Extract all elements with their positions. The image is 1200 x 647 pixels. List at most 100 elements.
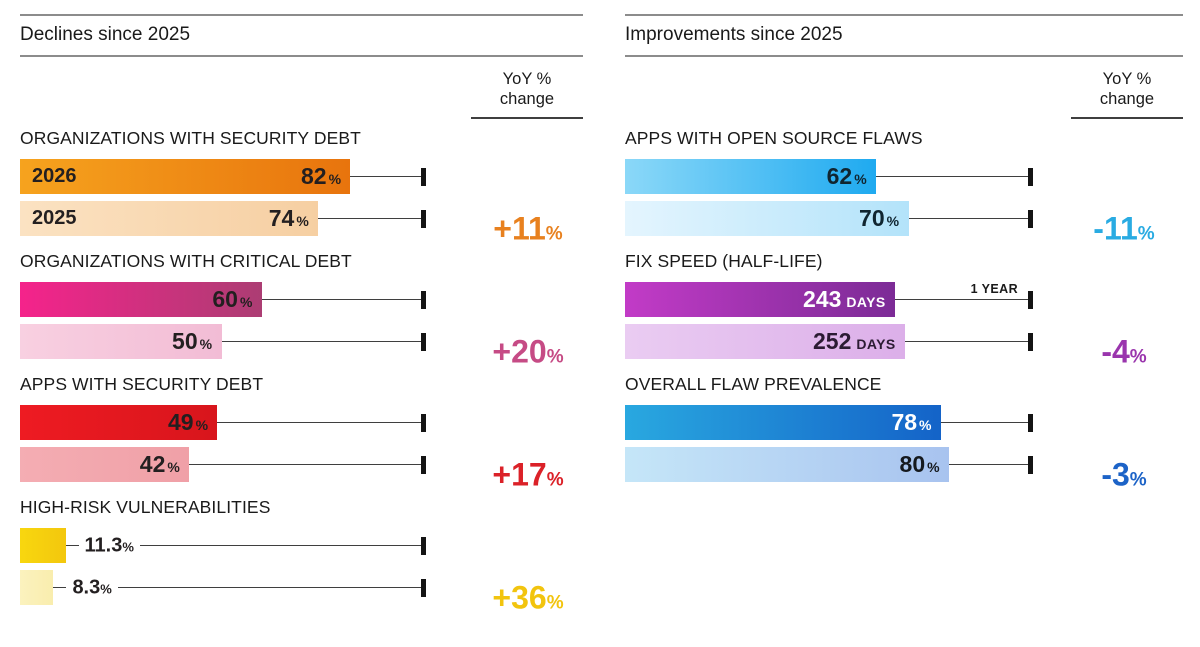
- scale-end-tick-icon: [1028, 167, 1033, 186]
- bar: 2026 82%: [20, 159, 351, 194]
- bar-value-label: 70%: [859, 205, 899, 232]
- yoy-change-value: +11: [493, 210, 546, 247]
- panel-improvements: Improvements since 2025 YoY % change APP…: [625, 14, 1183, 496]
- bar-value-label: 62%: [827, 163, 867, 190]
- bar-value-label: 78%: [891, 409, 931, 436]
- bar-value-unit: %: [927, 459, 940, 475]
- metric-group-title: HIGH-RISK VULNERABILITIES: [20, 497, 271, 517]
- bar-value-unit: DAYS: [846, 294, 886, 310]
- bar-rows: 11.3% 8.3%: [20, 528, 583, 605]
- bar: [20, 570, 54, 605]
- bar-value-number: 49: [168, 409, 194, 435]
- bar-value-number: 243: [803, 286, 842, 312]
- scale-end-tick-icon: [1028, 332, 1033, 351]
- metric-group: OVERALL FLAW PREVALENCE 78% 80%: [625, 373, 1183, 493]
- bar-value-unit: %: [167, 459, 181, 475]
- divider: [20, 55, 583, 57]
- group-list: APPS WITH OPEN SOURCE FLAWS 62% 70%: [625, 127, 1184, 493]
- yoy-change-unit: %: [545, 223, 563, 245]
- bar-row: 78%: [625, 405, 1183, 440]
- scale-end-tick-icon: [1028, 290, 1033, 309]
- bar-value-unit: %: [195, 417, 209, 433]
- bar: 60%: [20, 282, 262, 317]
- scale-line: [20, 340, 423, 342]
- bar-value-number: 8.3: [72, 576, 101, 598]
- bar-rows: 49% 42%: [20, 405, 583, 482]
- yoy-change-value: +17: [492, 456, 547, 493]
- bar-value-label: 50%: [172, 328, 212, 355]
- bar-value-label: 42%: [140, 451, 180, 478]
- bar-row: 8.3%: [20, 570, 583, 605]
- bar-row: 49%: [20, 405, 583, 440]
- bar: 78%: [625, 405, 941, 440]
- bar-value-unit: %: [199, 336, 213, 352]
- bar-value-label: 60%: [212, 286, 252, 313]
- bar: [20, 528, 66, 563]
- yoy-change-value: +20: [492, 333, 547, 370]
- metric-group: APPS WITH OPEN SOURCE FLAWS 62% 70%: [625, 127, 1183, 247]
- yoy-change-unit: %: [546, 346, 564, 368]
- yoy-change-unit: %: [546, 592, 564, 614]
- bar-year-label: 2026: [32, 165, 77, 187]
- yoy-change-label: -3%: [1064, 457, 1184, 494]
- yoy-change-unit: %: [1129, 469, 1147, 491]
- scale-end-tick-icon: [421, 167, 426, 186]
- bar-value-number: 74: [268, 205, 295, 231]
- panel-title: Improvements since 2025: [625, 24, 843, 45]
- bar-value-label: 82%: [301, 163, 341, 190]
- bar-value-unit: %: [239, 294, 253, 310]
- bar-value-unit: %: [886, 213, 900, 229]
- panel-declines: Declines since 2025 YoY % change ORGANIZ…: [20, 14, 583, 619]
- bar: 62%: [625, 159, 877, 194]
- metric-group-title: ORGANIZATIONS WITH CRITICAL DEBT: [20, 251, 352, 271]
- bar-row: 2026 82%: [20, 159, 583, 194]
- bar-value-number: 50: [172, 328, 198, 354]
- bar-value-number: 252: [813, 328, 852, 354]
- bar: 42%: [20, 447, 190, 482]
- bar-row: 252 DAYS: [625, 324, 1183, 359]
- bar-outside-value-label: 8.3%: [66, 576, 119, 599]
- bar-outside-value-label: 11.3%: [78, 534, 141, 557]
- yoy-change-value: -4: [1101, 333, 1130, 370]
- yoy-change-label: +36%: [468, 580, 588, 617]
- scale-end-tick-icon: [421, 209, 426, 228]
- yoy-change-label: -4%: [1064, 334, 1184, 371]
- one-year-annotation: 1 YEAR: [970, 282, 1018, 296]
- bar-row: 80%: [625, 447, 1183, 482]
- bar-value-unit: %: [854, 171, 868, 187]
- bar-value-label: 74%: [269, 205, 309, 232]
- divider: [20, 14, 583, 16]
- bar-value-number: 80: [899, 451, 926, 477]
- bar-value-number: 11.3: [84, 534, 123, 556]
- bar-value-number: 60: [212, 286, 238, 312]
- bar-value-label: 252 DAYS: [813, 328, 896, 355]
- bar: 243 DAYS: [625, 282, 895, 317]
- metric-group: APPS WITH SECURITY DEBT 49% 42%: [20, 373, 583, 493]
- yoy-header-line1: YoY %: [1102, 70, 1152, 88]
- metric-group: HIGH-RISK VULNERABILITIES 11.3% 8.3%: [20, 496, 583, 616]
- bar-rows: 62% 70%: [625, 159, 1183, 236]
- bar-row: 243 DAYS 1 YEAR: [625, 282, 1183, 317]
- bar-row: 11.3%: [20, 528, 583, 563]
- bar-row: 42%: [20, 447, 583, 482]
- divider: [625, 14, 1183, 16]
- bar: 252 DAYS: [625, 324, 905, 359]
- bar-rows: 60% 50%: [20, 282, 583, 359]
- yoy-change-unit: %: [546, 469, 564, 491]
- yoy-change-value: -11: [1093, 210, 1138, 247]
- scale-end-tick-icon: [421, 536, 426, 555]
- bar-value-unit: %: [296, 213, 310, 229]
- metric-group-title: APPS WITH OPEN SOURCE FLAWS: [625, 128, 923, 148]
- bar-row: 60%: [20, 282, 583, 317]
- metric-group: ORGANIZATIONS WITH SECURITY DEBT 2026 82…: [20, 127, 583, 247]
- yoy-change-label: -11%: [1064, 211, 1184, 248]
- yoy-header-line1: YoY %: [502, 70, 552, 88]
- metric-group-title: FIX SPEED (HALF-LIFE): [625, 251, 823, 271]
- bar: 70%: [625, 201, 909, 236]
- metric-group: ORGANIZATIONS WITH CRITICAL DEBT 60% 50%: [20, 250, 583, 370]
- bar-value-number: 82: [301, 163, 327, 189]
- metric-group-title: APPS WITH SECURITY DEBT: [20, 374, 264, 394]
- scale-end-tick-icon: [421, 413, 426, 432]
- bar-value-label: 49%: [168, 409, 208, 436]
